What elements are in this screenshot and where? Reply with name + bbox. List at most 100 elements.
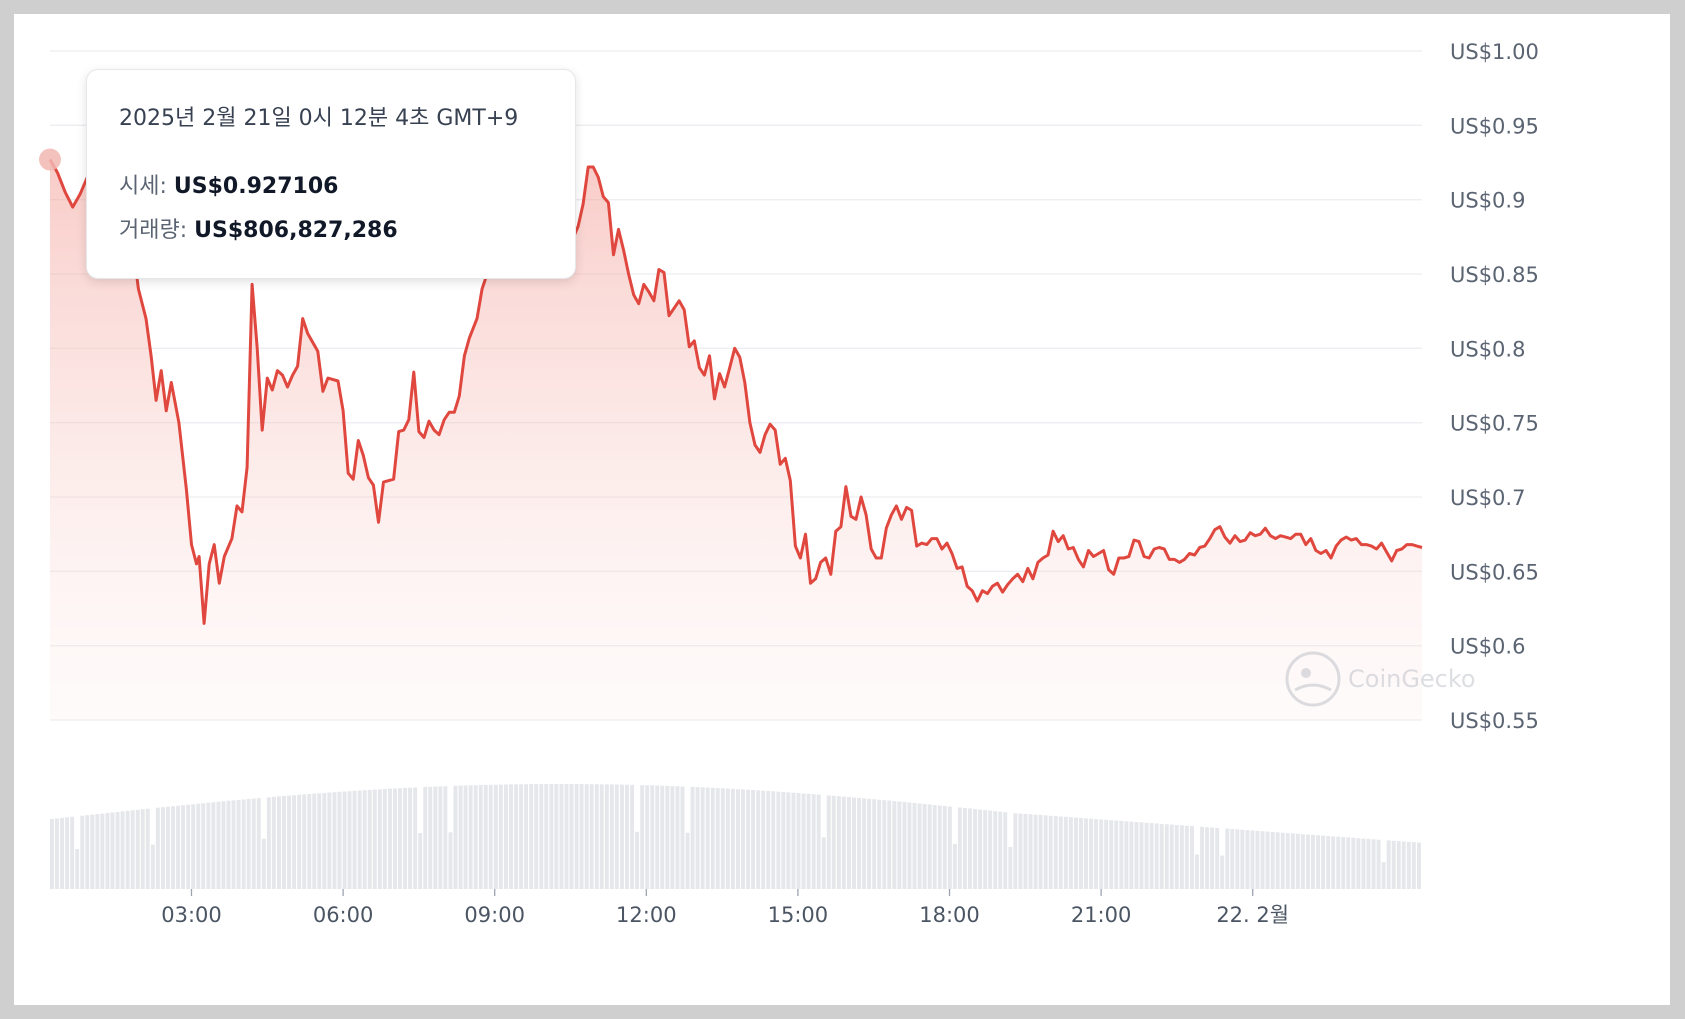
volume-bars (50, 784, 1421, 889)
y-tick-label: US$0.85 (1450, 263, 1539, 287)
volume-bar (927, 804, 932, 889)
volume-bar (1245, 830, 1250, 889)
volume-bar (1361, 838, 1366, 889)
volume-bar (529, 784, 534, 889)
volume-bar (1089, 818, 1094, 889)
volume-bar (892, 801, 897, 889)
volume-bar (282, 796, 286, 889)
volume-bar (191, 804, 196, 889)
x-tick-label: 09:00 (464, 903, 525, 927)
volume-bar (1406, 841, 1411, 889)
volume-bar (292, 795, 297, 889)
volume-bar (463, 785, 468, 889)
volume-bar (720, 788, 725, 889)
volume-bar (811, 794, 816, 889)
volume-bar (307, 794, 312, 889)
volume-bar (1063, 816, 1068, 889)
volume-bar (372, 789, 377, 889)
volume-bar (201, 803, 206, 889)
volume-bar (1074, 817, 1078, 889)
volume-bar (957, 807, 962, 889)
volume-bar (776, 791, 781, 889)
volume-bar (498, 784, 503, 889)
volume-bar (922, 804, 927, 889)
volume-bar (166, 806, 170, 889)
volume-bar (161, 807, 165, 889)
volume-bar (1119, 820, 1124, 889)
volume-bar (75, 849, 80, 889)
volume-bar (942, 806, 947, 889)
x-tick-label: 21:00 (1071, 903, 1132, 927)
volume-bar (382, 789, 387, 889)
volume-bar (1290, 833, 1295, 889)
volume-bar (423, 787, 428, 889)
volume-bar (796, 793, 801, 889)
volume-bar (917, 803, 922, 889)
volume-bar (973, 809, 978, 889)
volume-bar (645, 785, 650, 889)
volume-bar (398, 788, 402, 889)
volume-bar (1099, 819, 1104, 889)
volume-bar (751, 790, 756, 889)
volume-bar (998, 811, 1003, 889)
x-tick-label: 15:00 (768, 903, 829, 927)
volume-bar (256, 798, 261, 889)
volume-bar (766, 791, 771, 889)
volume-bar (715, 788, 720, 889)
volume-bar (710, 787, 715, 889)
volume-bar (1300, 834, 1305, 889)
volume-bar (483, 784, 488, 889)
volume-bar (1058, 816, 1063, 889)
volume-bar (236, 799, 241, 889)
volume-bar (488, 784, 493, 889)
volume-bar (1195, 854, 1199, 889)
volume-bar (816, 794, 821, 889)
gecko-logo-icon (1285, 651, 1341, 707)
volume-bar (1179, 825, 1184, 889)
volume-bar (937, 805, 942, 889)
volume-bar (534, 784, 539, 889)
volume-bar (196, 803, 201, 889)
volume-bar (186, 804, 191, 889)
price-area (50, 159, 1422, 720)
volume-bar (1381, 862, 1386, 889)
volume-bar (604, 784, 609, 889)
volume-bar (544, 784, 549, 889)
volume-bar (377, 789, 382, 889)
volume-bar (620, 784, 624, 889)
volume-bar (342, 791, 347, 889)
volume-bar (725, 788, 730, 889)
volume-bar (388, 788, 392, 889)
volume-bar (1079, 818, 1083, 889)
volume-bar (841, 796, 846, 889)
volume-bar (594, 784, 599, 889)
volume-bar (882, 800, 887, 889)
volume-bar (90, 814, 95, 889)
volume-bar (660, 785, 665, 889)
volume-bar (221, 801, 226, 889)
volume-bar (680, 786, 685, 889)
volume-bar (630, 784, 635, 889)
volume-bar (554, 784, 559, 889)
volume-bar (877, 799, 882, 889)
volume-bar (413, 787, 418, 889)
volume-bar (1048, 815, 1053, 889)
volume-bar (907, 802, 912, 889)
volume-bar (862, 798, 867, 889)
y-tick-label: US$0.55 (1450, 709, 1539, 733)
volume-bar (761, 790, 766, 889)
volume-bar (211, 802, 216, 889)
volume-bar (271, 796, 276, 889)
tooltip-volume-row: 거래량: US$806,827,286 (119, 212, 543, 244)
volume-bar (1336, 836, 1341, 889)
volume-bar (731, 788, 735, 889)
volume-bar (1240, 829, 1245, 889)
y-tick-label: US$0.95 (1450, 114, 1539, 138)
volume-bar (1149, 823, 1154, 889)
volume-bar (403, 787, 408, 889)
price-chart[interactable]: US$1.00 US$0.95 US$0.9 US$0.85 US$0.8 US$0.75… (14, 14, 1670, 1005)
volume-bar (806, 793, 811, 889)
volume-bar (1129, 821, 1134, 889)
volume-bar (140, 809, 145, 889)
volume-bar (1250, 830, 1255, 889)
